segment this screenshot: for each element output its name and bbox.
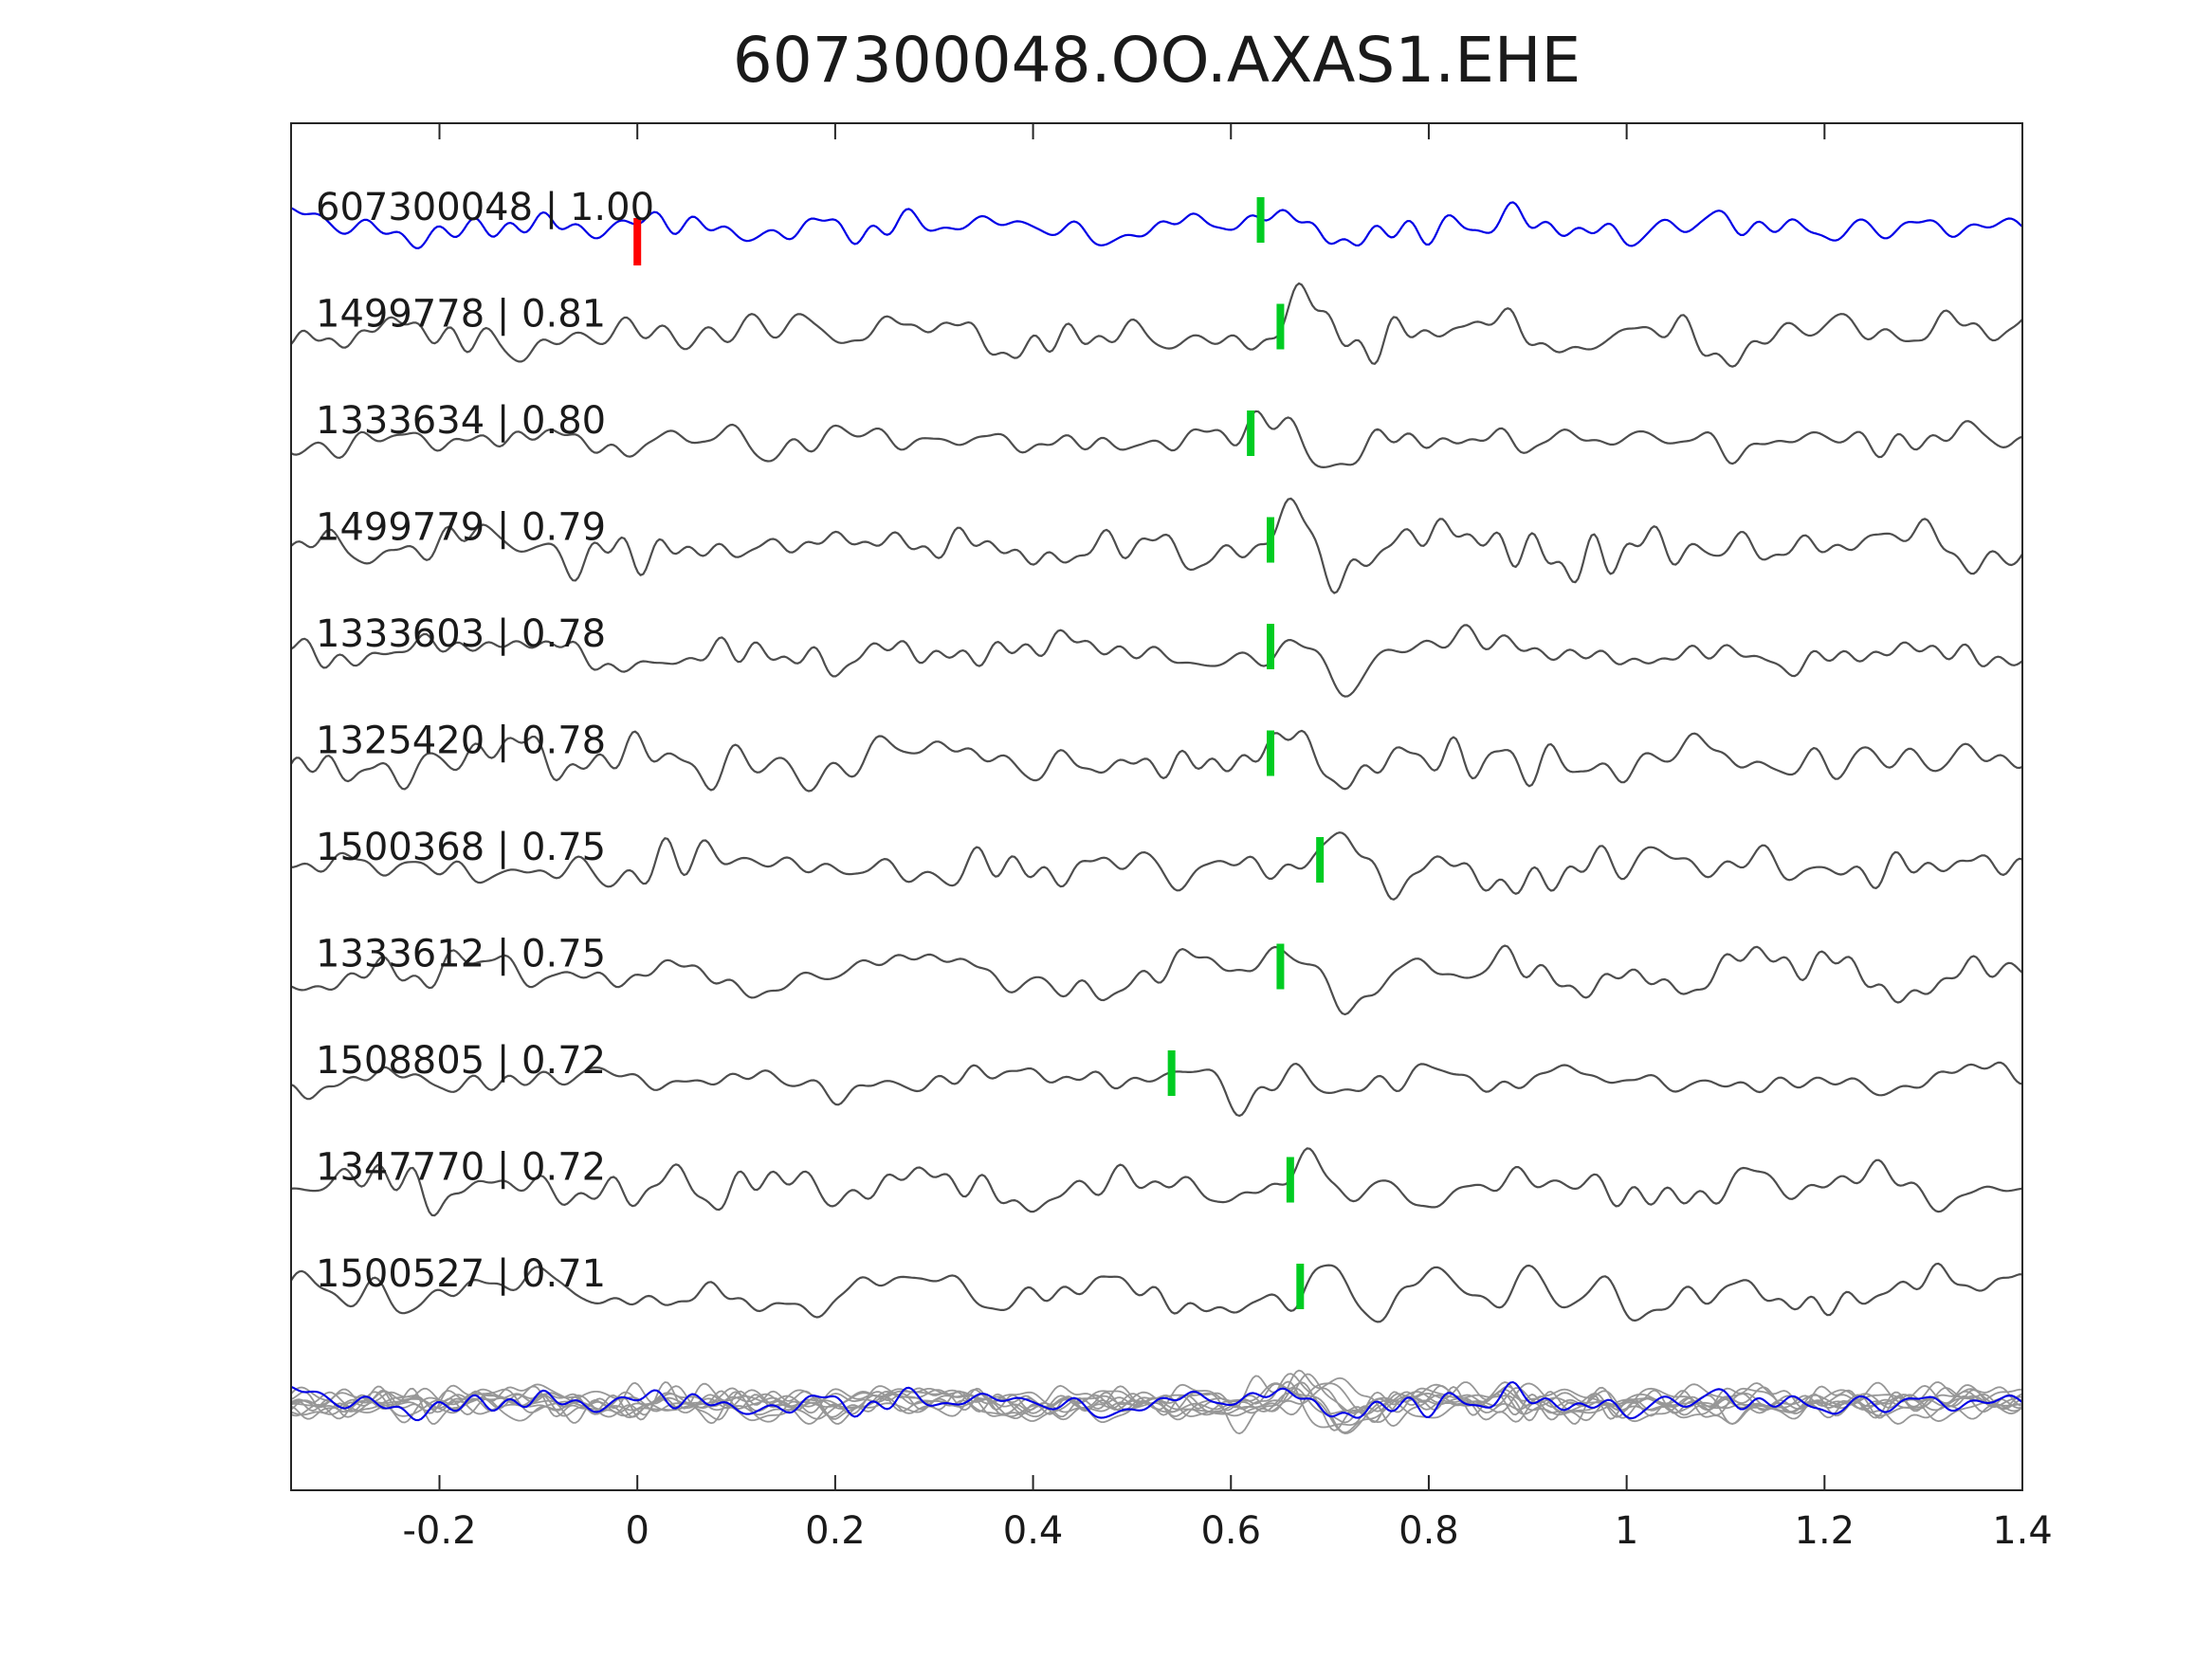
pick-marker <box>1266 624 1274 669</box>
pick-marker <box>1167 1050 1176 1096</box>
pick-marker <box>1247 410 1255 456</box>
pick-marker <box>1276 943 1285 990</box>
detection-trace <box>291 729 2022 793</box>
x-tick-label: -0.2 <box>402 1509 476 1553</box>
traces-group <box>291 201 2022 1435</box>
trace-label: 1333612 | 0.75 <box>316 933 606 976</box>
chart-title: 607300048.OO.AXAS1.EHE <box>733 24 1581 97</box>
x-tick-label: 1.4 <box>1992 1509 2053 1553</box>
detection-trace <box>291 1262 2022 1323</box>
x-tick-label: 0.2 <box>805 1509 866 1553</box>
x-tick-label: 0.4 <box>1003 1509 1064 1553</box>
x-tick-label: 0.6 <box>1200 1509 1261 1553</box>
detection-trace <box>291 410 2022 468</box>
plot-area: -0.2 0 0.2 0.4 0.6 0.8 1 1.2 1.4 607300048 | 1.00… <box>290 122 2053 1553</box>
detection-trace <box>291 497 2022 594</box>
overlay-template-trace <box>291 1380 2022 1422</box>
pick-marker <box>1316 837 1325 883</box>
x-tick-label: 1 <box>1615 1509 1638 1553</box>
trace-label: 1500527 | 0.71 <box>316 1252 606 1296</box>
plot-frame <box>290 122 2023 1491</box>
trace-label: 1333603 | 0.78 <box>316 612 606 656</box>
pick-marker <box>1266 730 1274 776</box>
overlay-trace <box>291 1381 2022 1423</box>
pick-marker <box>1266 517 1274 563</box>
detection-trace <box>291 624 2022 698</box>
trace-label: 1499779 | 0.79 <box>316 506 606 550</box>
x-tick-label: 0.8 <box>1398 1509 1459 1553</box>
pick-marker <box>1296 1264 1305 1309</box>
pick-marker <box>1256 197 1265 243</box>
x-tick-label: 0 <box>625 1509 649 1553</box>
overlay-trace <box>291 1369 2022 1425</box>
detection-trace <box>291 1147 2022 1217</box>
trace-label: 1508805 | 0.72 <box>316 1039 606 1083</box>
detection-trace <box>291 831 2022 901</box>
trace-label: 1499778 | 0.81 <box>316 293 606 337</box>
trace-label: 1500368 | 0.75 <box>316 826 606 869</box>
template-trace <box>291 201 2022 249</box>
trace-label: 607300048 | 1.00 <box>316 186 654 229</box>
detection-trace <box>291 944 2022 1016</box>
trace-label: 1347770 | 0.72 <box>316 1146 606 1190</box>
pick-marker <box>1286 1157 1294 1203</box>
trace-label: 1333634 | 0.80 <box>316 399 606 443</box>
detection-trace <box>291 282 2022 368</box>
x-tick-label: 1.2 <box>1795 1509 1856 1553</box>
trace-label: 1325420 | 0.78 <box>316 720 606 763</box>
template-pick-marker <box>633 218 642 265</box>
pick-marker <box>1276 303 1285 350</box>
overlay-trace <box>291 1386 2022 1435</box>
detection-trace <box>291 1061 2022 1118</box>
